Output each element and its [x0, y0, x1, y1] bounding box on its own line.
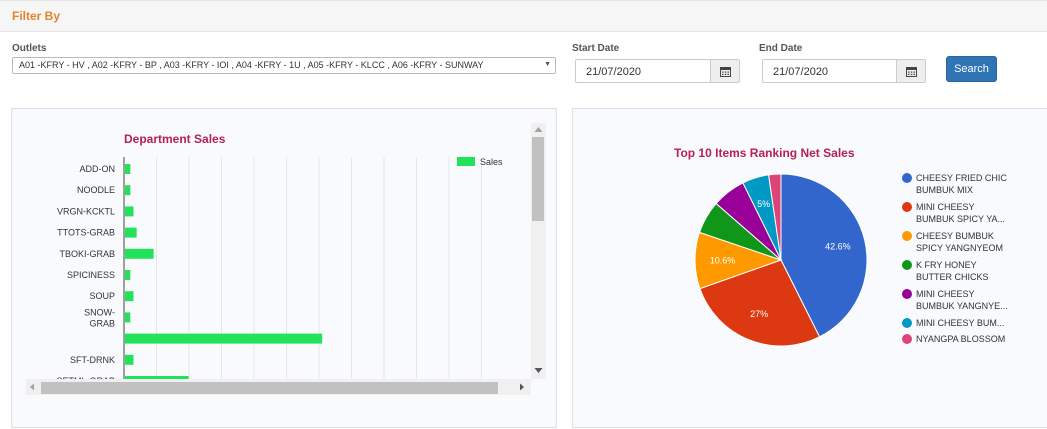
scroll-up-icon[interactable] — [534, 127, 543, 132]
pie-slice-labels: 42.6% 27% 10.6% 5% — [710, 199, 851, 319]
pie-slice-label: 42.6% — [825, 242, 851, 252]
category-label-spiciness: SPICINESS — [67, 270, 115, 280]
pie-slice-cheesy-fried-chic-bumbuk-mix — [780, 173, 868, 338]
category-label-snow-grab: SNOW-GRAB — [84, 307, 115, 328]
bar-tboki-grab — [125, 248, 154, 259]
start-date-calendar-button[interactable] — [710, 59, 740, 83]
filter-header: Filter By — [0, 0, 1047, 32]
legend-swatch — [902, 173, 912, 183]
pie-slice-mini-cheesy-bumbuk-spicy-ya — [699, 259, 821, 347]
category-label-tboki-grab: TBOKI-GRAB — [59, 249, 115, 259]
outlets-label: Outlets — [12, 43, 47, 54]
search-button[interactable]: Search — [946, 56, 997, 82]
department-sales-chart: Department Sales ADD-ON NOODLE VRGN-KCKTL T… — [26, 123, 546, 395]
legend-item-cheesy-fried-chic-bumbuk-mix[interactable]: CHEESY FRIED CHIC BUMBUK MIX — [902, 173, 1007, 195]
legend-item-mini-cheesy-bumbuk-spicy-ya[interactable]: MINI CHEESY BUMBUK SPICY YA... — [902, 202, 1005, 224]
legend-label: CHEESY FRIED CHIC — [916, 173, 1007, 183]
end-date-input[interactable]: 21/07/2020 — [762, 59, 898, 83]
legend-label: MINI CHEESY — [916, 289, 975, 299]
category-label-noodle: NOODLE — [77, 185, 115, 195]
legend-item-k-fry-honey-butter-chicks[interactable]: K FRY HONEY BUTTER CHICKS — [902, 260, 989, 282]
pie-slice-label: 27% — [750, 309, 768, 319]
bar-snow-grab — [125, 312, 131, 323]
end-date-label: End Date — [759, 43, 803, 54]
bar-blank — [125, 333, 323, 344]
chevron-down-icon: ▼ — [544, 61, 551, 68]
bar-spiciness — [125, 270, 131, 280]
legend-swatch — [902, 202, 912, 212]
legend-label: K FRY HONEY — [916, 260, 977, 270]
department-sales-categories: ADD-ON NOODLE VRGN-KCKTL TTOTS-GRAB TBOKI-GR… — [56, 164, 115, 386]
bar-add-on — [125, 164, 131, 174]
category-label-add-on: ADD-ON — [80, 164, 116, 174]
bar-sft-drnk — [125, 354, 134, 365]
legend-swatch — [902, 318, 912, 328]
legend-label: BUMBUK SPICY YA... — [916, 214, 1005, 224]
legend-item-nyangpa-blossom[interactable]: NYANGPA BLOSSOM — [902, 334, 1005, 344]
calendar-icon — [906, 67, 917, 77]
category-label-vrgn-kcktl: VRGN-KCKTL — [57, 206, 115, 216]
pie-legend: CHEESY FRIED CHIC BUMBUK MIX MINI CHEESY BU… — [902, 173, 1008, 344]
department-sales-panel: Department Sales ADD-ON NOODLE VRGN-KCKTL T… — [11, 108, 557, 428]
scroll-right-icon[interactable] — [520, 383, 524, 391]
end-date-value: 21/07/2020 — [773, 66, 829, 78]
pie-slice-label: 10.6% — [710, 255, 736, 265]
start-date-input[interactable]: 21/07/2020 — [575, 59, 711, 83]
category-label-sft-drnk: SFT-DRNK — [70, 355, 115, 365]
pie-slice-nyangpa-blossom — [768, 173, 782, 261]
outlets-value: A01 -KFRY - HV , A02 -KFRY - BP , A03 -K… — [19, 60, 484, 70]
calendar-icon — [720, 67, 731, 77]
legend-item-mini-cheesy-bum[interactable]: MINI CHEESY BUM... — [902, 318, 1004, 328]
scroll-down-icon[interactable] — [534, 368, 543, 373]
legend-label: BUMBUK YANGNYE... — [916, 301, 1008, 311]
legend-swatch — [902, 231, 912, 241]
legend-label: MINI CHEESY BUM... — [916, 318, 1004, 328]
bar-soup — [125, 291, 134, 302]
bar-noodle — [125, 185, 131, 196]
category-label-soup: SOUP — [89, 291, 115, 301]
department-sales-title: Department Sales — [124, 132, 226, 146]
legend-item-cheesy-bumbuk-spicy-yangnyeom[interactable]: CHEESY BUMBUK SPICY YANGNYEOM — [902, 231, 1003, 253]
legend-label: SPICY YANGNYEOM — [916, 243, 1003, 253]
legend-swatch — [902, 289, 912, 299]
department-sales-grid — [156, 157, 482, 381]
top-items-panel: Top 10 Items Ranking Net Sales 42.6% 27% 1… — [572, 108, 1047, 428]
legend-swatch — [902, 260, 912, 270]
top-items-chart: Top 10 Items Ranking Net Sales 42.6% 27% 1… — [674, 146, 1008, 347]
legend-label: BUTTER CHICKS — [916, 272, 989, 282]
horizontal-scrollbar-thumb[interactable] — [41, 382, 498, 394]
top-items-title: Top 10 Items Ranking Net Sales — [674, 146, 855, 160]
bar-ttots-grab — [125, 227, 137, 238]
legend-item-mini-cheesy-bumbuk-yangnye[interactable]: MINI CHEESY BUMBUK YANGNYE... — [902, 289, 1008, 311]
outlets-select[interactable]: A01 -KFRY - HV , A02 -KFRY - BP , A03 -K… — [12, 57, 556, 74]
legend-swatch-sales — [457, 157, 475, 166]
legend-label-sales: Sales — [480, 157, 503, 167]
pie-slices — [694, 173, 868, 347]
end-date-calendar-button[interactable] — [896, 59, 926, 83]
legend-label: CHEESY BUMBUK — [916, 231, 994, 241]
scroll-left-icon[interactable] — [30, 383, 34, 391]
legend-label: NYANGPA BLOSSOM — [916, 334, 1005, 344]
category-label-ttots-grab: TTOTS-GRAB — [57, 228, 115, 238]
legend-label: MINI CHEESY — [916, 202, 975, 212]
vertical-scrollbar-thumb[interactable] — [532, 137, 544, 221]
legend-swatch — [902, 334, 912, 344]
start-date-value: 21/07/2020 — [586, 66, 642, 78]
department-sales-bars — [125, 164, 323, 386]
bar-vrgn-kcktl — [125, 206, 134, 217]
start-date-label: Start Date — [572, 43, 620, 54]
filter-title: Filter By — [12, 9, 61, 23]
legend-label: BUMBUK MIX — [916, 185, 973, 195]
pie-slice-label: 5% — [757, 199, 770, 209]
